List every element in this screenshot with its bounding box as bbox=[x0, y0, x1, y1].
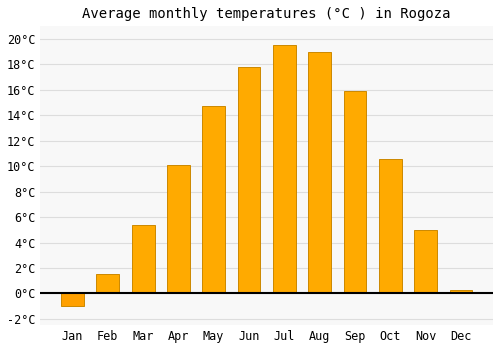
Bar bbox=[344, 91, 366, 293]
Bar bbox=[379, 159, 402, 293]
Bar bbox=[414, 230, 437, 293]
Bar bbox=[273, 46, 296, 293]
Bar bbox=[96, 274, 119, 293]
Title: Average monthly temperatures (°C ) in Rogoza: Average monthly temperatures (°C ) in Ro… bbox=[82, 7, 451, 21]
Bar bbox=[238, 67, 260, 293]
Bar bbox=[61, 293, 84, 306]
Bar bbox=[450, 289, 472, 293]
Bar bbox=[132, 225, 154, 293]
Bar bbox=[202, 106, 225, 293]
Bar bbox=[308, 52, 331, 293]
Bar bbox=[167, 165, 190, 293]
